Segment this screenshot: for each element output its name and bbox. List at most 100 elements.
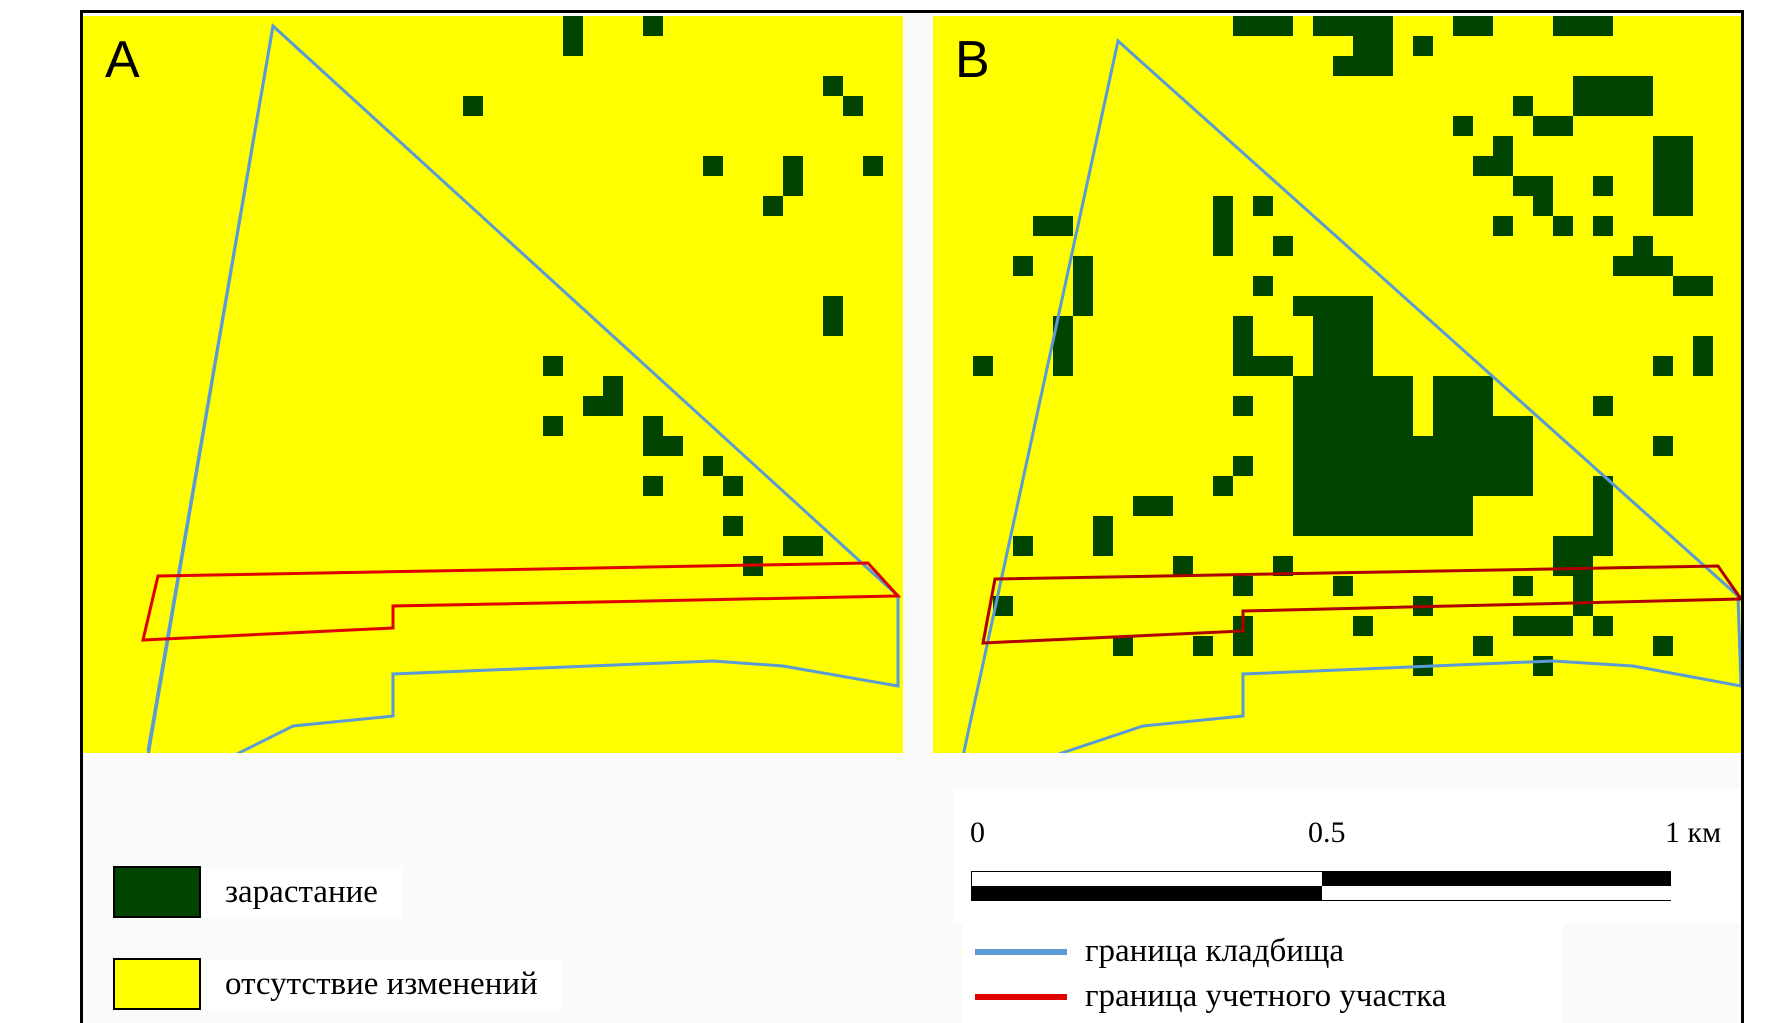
- scale-bar-graphic: [971, 871, 1671, 901]
- overgrowth-cell: [543, 416, 563, 436]
- overgrowth-cell: [543, 356, 563, 376]
- map-panel-b: B: [933, 16, 1741, 753]
- overgrowth-cell: [1233, 16, 1293, 36]
- overgrowth-cell: [1273, 556, 1293, 576]
- overgrowth-cell: [1213, 476, 1233, 496]
- overgrowth-cell: [1453, 416, 1533, 496]
- overgrowth-cells: [973, 16, 1713, 676]
- overgrowth-cell: [643, 416, 663, 456]
- overgrowth-cell: [643, 16, 663, 36]
- overgrowth-cell: [643, 476, 663, 496]
- overgrowth-swatch: [113, 866, 201, 918]
- overgrowth-cell: [1593, 476, 1613, 556]
- scale-tick-1km: 1 км: [1665, 816, 1722, 849]
- overgrowth-cell: [1493, 216, 1513, 236]
- overgrowth-cell: [1513, 96, 1533, 116]
- overgrowth-cell: [723, 476, 743, 496]
- overgrowth-cell: [1633, 236, 1653, 276]
- overgrowth-cell: [763, 196, 783, 216]
- overgrowth-cell: [1233, 456, 1253, 476]
- overgrowth-cell: [973, 356, 993, 376]
- overgrowth-cell: [783, 156, 803, 196]
- scale-tick-0: 0: [970, 816, 985, 849]
- overgrowth-cell: [1293, 456, 1373, 536]
- overgrowth-cell: [1513, 176, 1553, 196]
- overgrowth-cell: [1133, 496, 1173, 516]
- overgrowth-cell: [1333, 576, 1353, 596]
- overgrowth-cell: [1673, 276, 1713, 296]
- map-a-canvas: [83, 16, 903, 753]
- overgrowth-cell: [1453, 116, 1473, 136]
- overgrowth-cell: [1173, 556, 1193, 576]
- plot-boundary-swatch: [975, 993, 1067, 1000]
- overgrowth-cell: [1593, 176, 1613, 196]
- scale-bar: 0 0.5 1 км: [953, 788, 1741, 923]
- overgrowth-cell: [823, 76, 843, 96]
- overgrowth-cell: [1113, 636, 1133, 656]
- overgrowth-cell: [1313, 16, 1393, 36]
- overgrowth-cell: [1613, 256, 1633, 276]
- overgrowth-cell: [1653, 636, 1673, 656]
- map-panel-a: A: [83, 16, 903, 753]
- overgrowth-cell: [1553, 16, 1613, 36]
- cemetery-boundary-outline: [962, 38, 1741, 753]
- overgrowth-cell: [703, 156, 723, 176]
- legend-item-plot-boundary: граница учетного участка: [963, 978, 1446, 1015]
- panel-label-a: A: [105, 31, 140, 89]
- overgrowth-cell: [1253, 276, 1273, 296]
- overgrowth-cell: [1073, 256, 1093, 316]
- overgrowth-cell: [1653, 436, 1673, 456]
- overgrowth-cell: [1053, 316, 1073, 376]
- overgrowth-cell: [703, 456, 723, 476]
- overgrowth-cell: [1233, 576, 1253, 596]
- overgrowth-cell: [843, 96, 863, 116]
- overgrowth-cell: [1533, 116, 1573, 136]
- figure-frame: A B зарастание отсутствие изменений 0 0.…: [80, 10, 1744, 1023]
- overgrowth-cell: [583, 396, 603, 416]
- legend-label-no-change: отсутствие изменений: [201, 959, 562, 1009]
- overgrowth-cell: [1333, 56, 1353, 76]
- overgrowth-cell: [1653, 256, 1673, 276]
- overgrowth-cell: [1653, 356, 1673, 376]
- overgrowth-cell: [1353, 36, 1393, 76]
- overgrowth-cell: [603, 376, 623, 416]
- overgrowth-cell: [1473, 156, 1493, 176]
- overgrowth-cell: [1033, 216, 1073, 236]
- overgrowth-cell: [1533, 656, 1553, 676]
- plot-boundary: [141, 561, 902, 642]
- overgrowth-cell: [1693, 336, 1713, 376]
- overgrowth-cell: [723, 516, 743, 536]
- overgrowth-cell: [1513, 576, 1533, 596]
- overgrowth-cell: [1453, 16, 1493, 36]
- cemetery-boundary-outline: [146, 23, 900, 753]
- overgrowth-cell: [663, 436, 683, 456]
- plot-boundary: [981, 564, 1741, 645]
- no-change-background: [83, 16, 903, 753]
- overgrowth-cell: [1233, 616, 1253, 656]
- legend-item-cemetery-boundary: граница кладбища: [963, 933, 1344, 970]
- overgrowth-cells: [463, 16, 883, 576]
- overgrowth-cell: [1513, 616, 1573, 636]
- boundary-legend: граница кладбища граница учетного участк…: [963, 923, 1563, 1023]
- legend-label-cemetery-boundary: граница кладбища: [1085, 933, 1345, 969]
- overgrowth-cell: [1213, 196, 1233, 256]
- overgrowth-cell: [1473, 636, 1493, 656]
- overgrowth-cell: [863, 156, 883, 176]
- legend-label-plot-boundary: граница учетного участка: [1085, 978, 1447, 1014]
- scale-tick-half: 0.5: [1308, 816, 1346, 849]
- overgrowth-cell: [1653, 136, 1693, 216]
- overgrowth-cell: [1533, 196, 1553, 216]
- panel-label-b: B: [955, 31, 990, 89]
- overgrowth-cell: [1413, 36, 1433, 56]
- overgrowth-cell: [1593, 396, 1613, 416]
- overgrowth-cell: [1233, 356, 1293, 376]
- map-b-canvas: [933, 16, 1741, 753]
- overgrowth-cell: [1493, 136, 1513, 176]
- overgrowth-cell: [1013, 536, 1033, 556]
- overgrowth-cell: [1573, 576, 1593, 616]
- overgrowth-cell: [1273, 236, 1293, 256]
- overgrowth-cell: [1093, 516, 1113, 556]
- overgrowth-cell: [1593, 216, 1613, 236]
- overgrowth-cell: [463, 96, 483, 116]
- legend-item-no-change: отсутствие изменений: [113, 958, 562, 1010]
